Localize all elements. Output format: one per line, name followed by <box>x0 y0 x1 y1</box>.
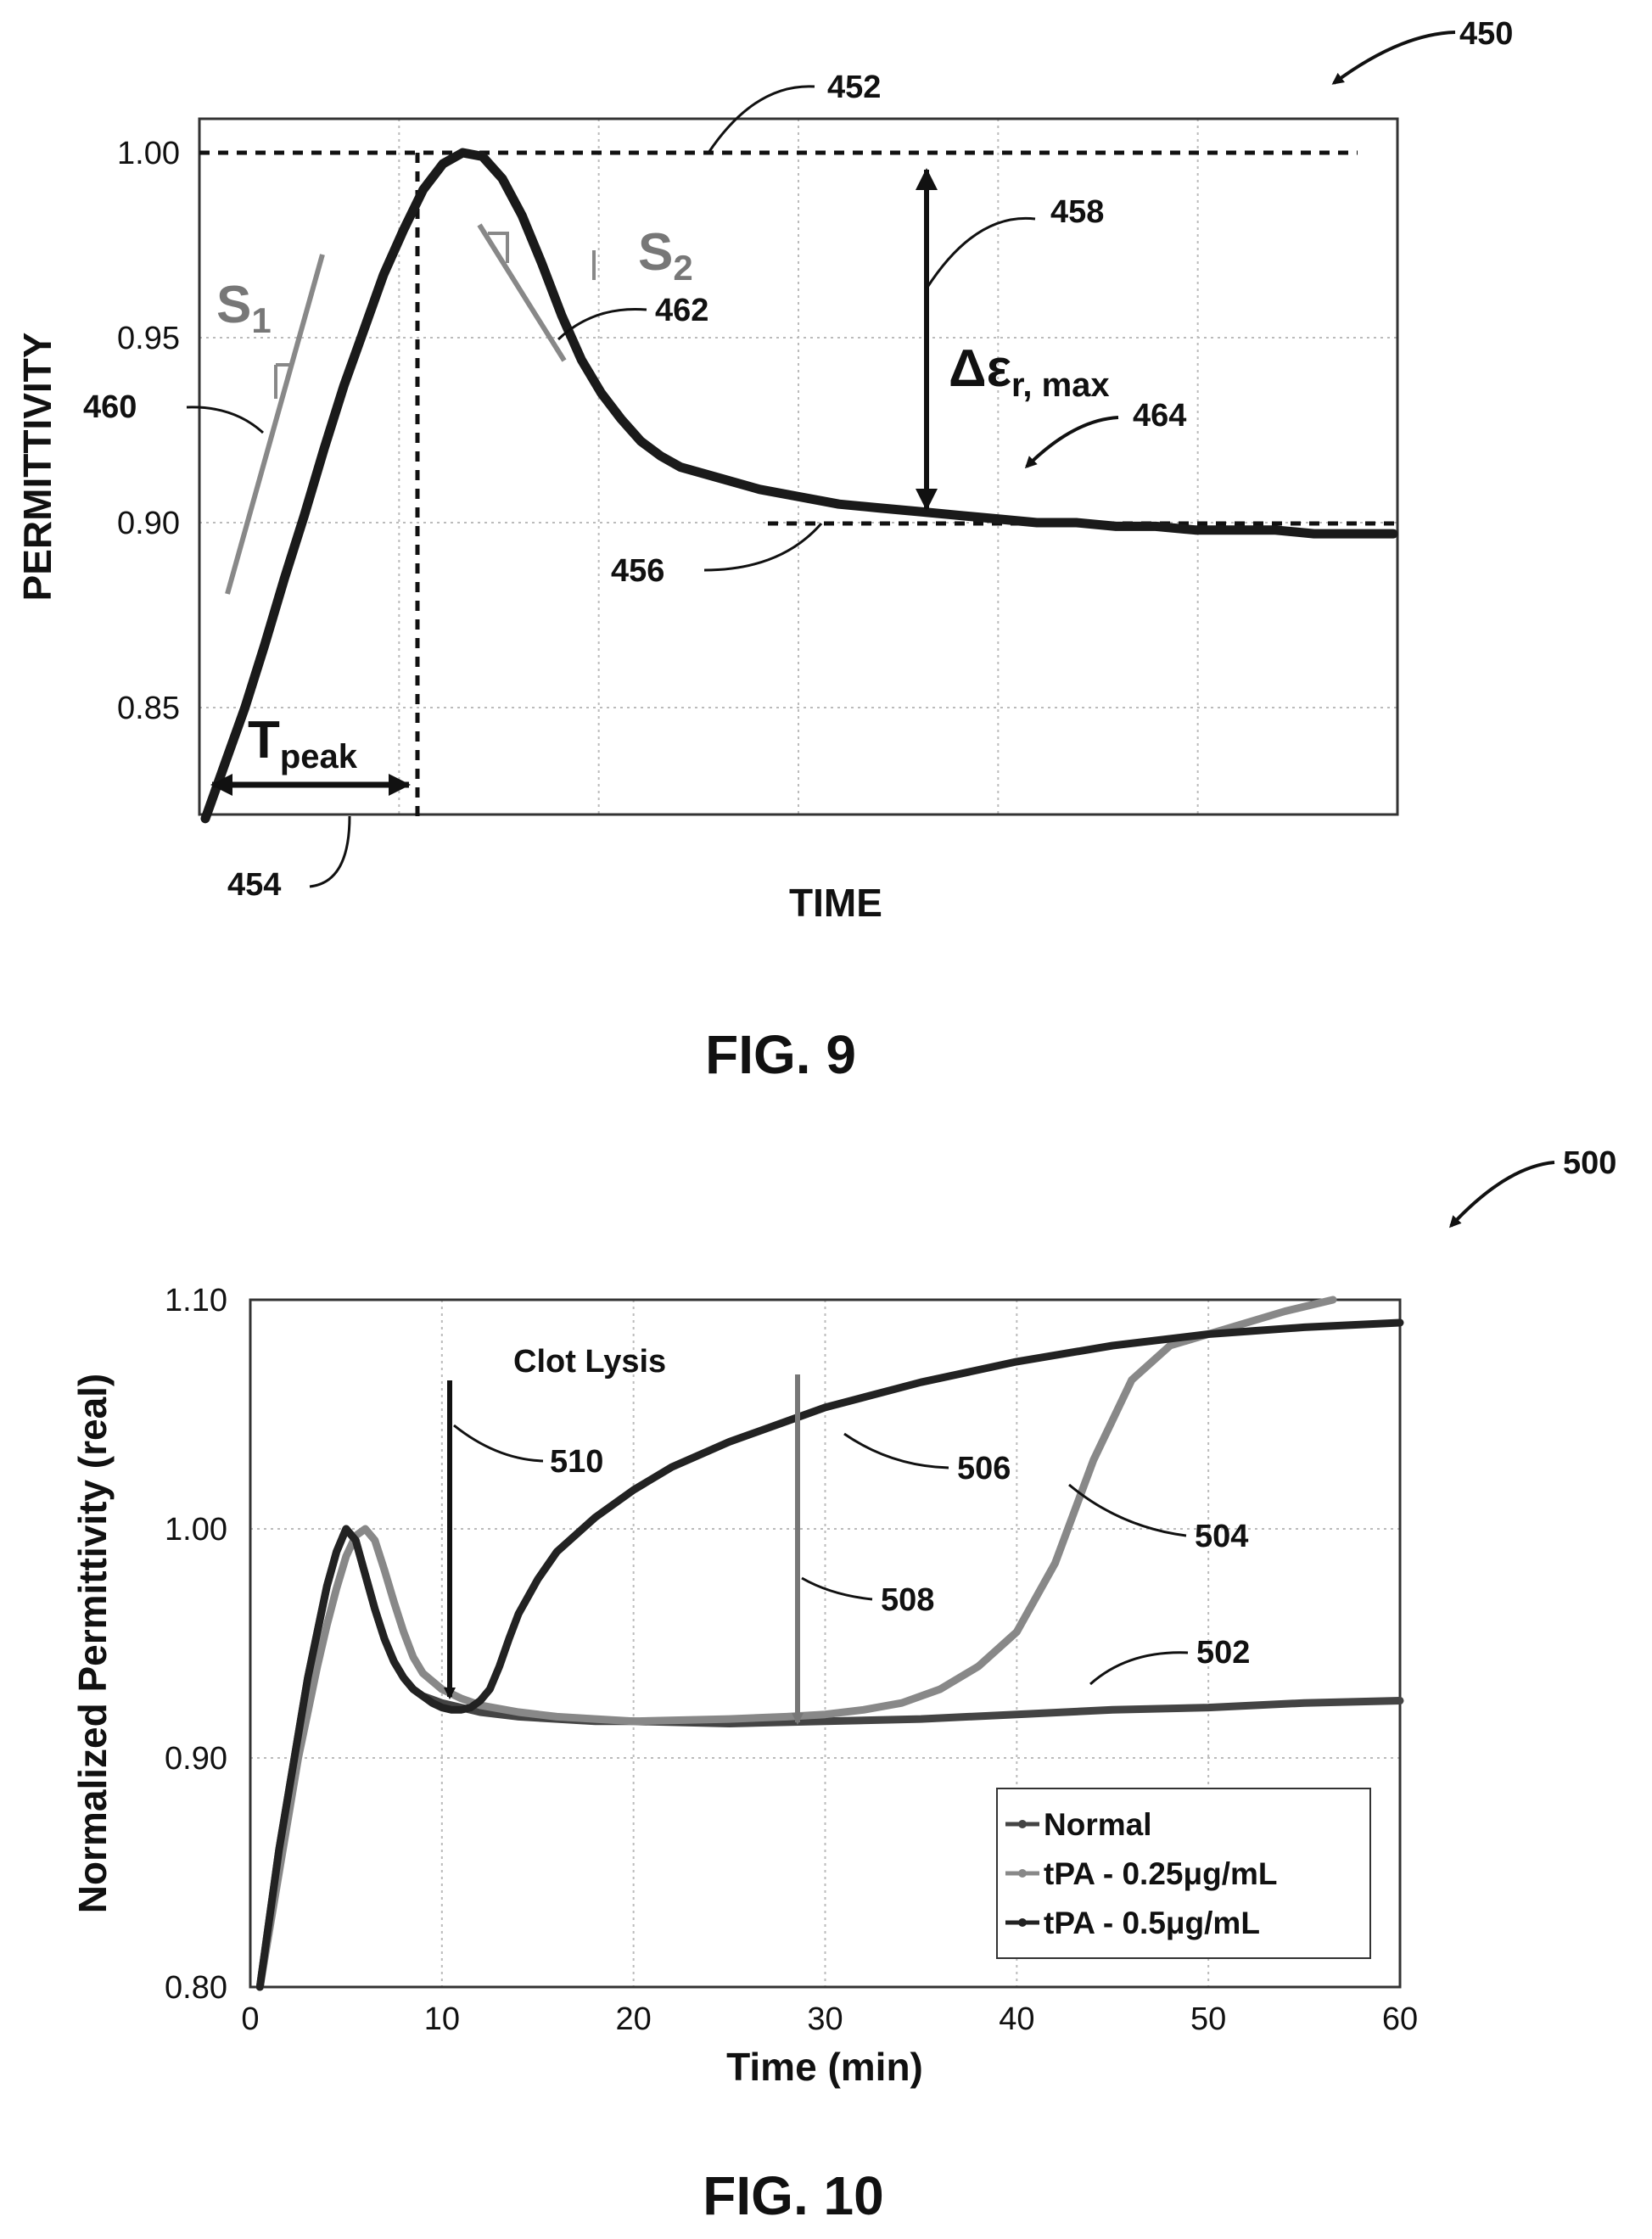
fig9-s2-label: S2 <box>638 223 693 288</box>
fig9-y-ticks: 1.00 0.95 0.90 0.85 <box>117 136 180 726</box>
fig9-y-tick-label: 0.95 <box>117 321 180 356</box>
fig10-ref-502-leader <box>1089 1651 1189 1686</box>
fig10-x-tick-label: 40 <box>999 2001 1034 2037</box>
fig9-ref-458-leader <box>925 216 1036 289</box>
fig10-legend-label-tpa025: tPA - 0.25μg/mL <box>1044 1856 1278 1891</box>
fig10-series-line-tpa05 <box>255 1318 1404 1991</box>
fig10-ref-502: 502 <box>1196 1635 1250 1671</box>
fig9: 1.00 0.95 0.90 0.85 PERMITTIVITY TIME S1 S2… <box>15 16 1513 1085</box>
fig10: 1.10 1.00 0.90 0.80 0 10 20 30 40 50 60 Normalize… <box>70 1145 1616 2226</box>
fig10-legend-label-tpa05: tPA - 0.5μg/mL <box>1044 1906 1260 1940</box>
fig10-series-group <box>255 1296 1404 1991</box>
fig9-slope-s2-line <box>477 223 567 362</box>
fig10-legend-item-tpa025: tPA - 0.25μg/mL <box>1005 1856 1278 1891</box>
fig9-ref-464-arrow <box>1024 416 1119 469</box>
fig10-ref-504-leader <box>1068 1483 1187 1537</box>
fig10-x-tick-label: 10 <box>424 2001 460 2037</box>
fig10-legend-label-normal: Normal <box>1044 1807 1151 1842</box>
fig9-figure-label: FIG. 9 <box>705 1024 856 1085</box>
fig9-slope-s2-bracket <box>488 232 509 263</box>
fig9-ref-450-arrow <box>1331 31 1456 85</box>
fig9-ref-456-leader <box>703 523 823 572</box>
fig10-x-axis-title: Time (min) <box>726 2045 923 2089</box>
fig9-ref-460: 460 <box>83 389 137 425</box>
fig9-ref-454: 454 <box>227 867 281 903</box>
fig10-legend-box <box>996 1788 1371 1959</box>
fig10-x-ticks: 0 10 20 30 40 50 60 <box>241 2001 1418 2037</box>
fig10-ref-500-arrow <box>1448 1161 1555 1229</box>
fig9-ref-462-leader <box>557 307 647 341</box>
fig10-ref-508: 508 <box>881 1582 934 1618</box>
fig9-slope-s1-bracket <box>274 363 293 399</box>
fig10-legend-marker-tpa05 <box>1018 1918 1027 1927</box>
fig10-y-tick-label: 0.80 <box>165 1970 227 2006</box>
fig10-x-tick-label: 30 <box>807 2001 843 2037</box>
fig10-x-tick-label: 50 <box>1190 2001 1226 2037</box>
fig10-ref-506: 506 <box>957 1451 1011 1486</box>
fig10-ref-500: 500 <box>1563 1145 1616 1181</box>
fig9-ref-464: 464 <box>1133 398 1186 434</box>
fig9-ref-452: 452 <box>827 70 881 105</box>
fig10-y-tick-label: 1.00 <box>165 1512 227 1548</box>
fig9-y-tick-label: 0.90 <box>117 506 180 541</box>
fig10-y-tick-label: 1.10 <box>165 1283 227 1318</box>
fig9-plot-frame <box>198 117 1399 816</box>
fig10-legend: Normal tPA - 0.25μg/mL tPA - 0.5μg/mL <box>996 1788 1371 1959</box>
fig10-legend-item-tpa05: tPA - 0.5μg/mL <box>1005 1906 1260 1940</box>
fig10-x-tick-label: 20 <box>616 2001 652 2037</box>
fig10-clot-lysis-label: Clot Lysis <box>513 1344 666 1380</box>
fig10-ref-508-leader <box>801 1576 873 1601</box>
fig9-tpeak-label: Tpeak <box>248 711 358 775</box>
fig10-ref-504: 504 <box>1195 1519 1248 1554</box>
fig9-delta-label: Δεr, max <box>949 339 1110 404</box>
fig10-legend-item-normal: Normal <box>1005 1807 1151 1842</box>
fig9-ref-456: 456 <box>611 553 664 589</box>
fig9-ref-454-leader <box>309 815 351 888</box>
fig10-y-ticks: 1.10 1.00 0.90 0.80 <box>165 1283 227 2006</box>
fig9-ref-452-leader <box>707 85 815 154</box>
fig9-ref-458: 458 <box>1050 194 1104 230</box>
fig9-ref-462: 462 <box>655 293 708 328</box>
fig9-permittivity-curve <box>200 148 1398 824</box>
fig10-legend-marker-normal <box>1018 1820 1027 1828</box>
fig9-ref-460-leader <box>186 406 265 434</box>
fig10-y-axis-title: Normalized Permittivity (real) <box>70 1374 115 1914</box>
fig9-s1-label: S1 <box>216 276 272 340</box>
fig9-ref-450: 450 <box>1459 16 1513 52</box>
fig10-figure-label: FIG. 10 <box>703 2165 883 2226</box>
fig9-x-axis-title: TIME <box>789 881 882 925</box>
fig9-slope-s1-line <box>225 254 325 595</box>
fig10-ref-506-leader <box>843 1432 949 1469</box>
fig10-ref-510-leader <box>453 1424 544 1463</box>
fig10-ref-510: 510 <box>550 1444 603 1480</box>
fig9-y-axis-title: PERMITTIVITY <box>15 333 59 602</box>
fig10-x-tick-label: 0 <box>241 2001 259 2037</box>
fig10-plot-frame <box>249 1298 1402 1989</box>
fig10-y-tick-label: 0.90 <box>165 1741 227 1777</box>
fig9-y-tick-label: 1.00 <box>117 136 180 171</box>
fig10-legend-marker-tpa025 <box>1018 1869 1027 1878</box>
fig10-x-tick-label: 60 <box>1382 2001 1418 2037</box>
fig9-grid <box>199 119 1397 814</box>
fig9-y-tick-label: 0.85 <box>117 691 180 726</box>
